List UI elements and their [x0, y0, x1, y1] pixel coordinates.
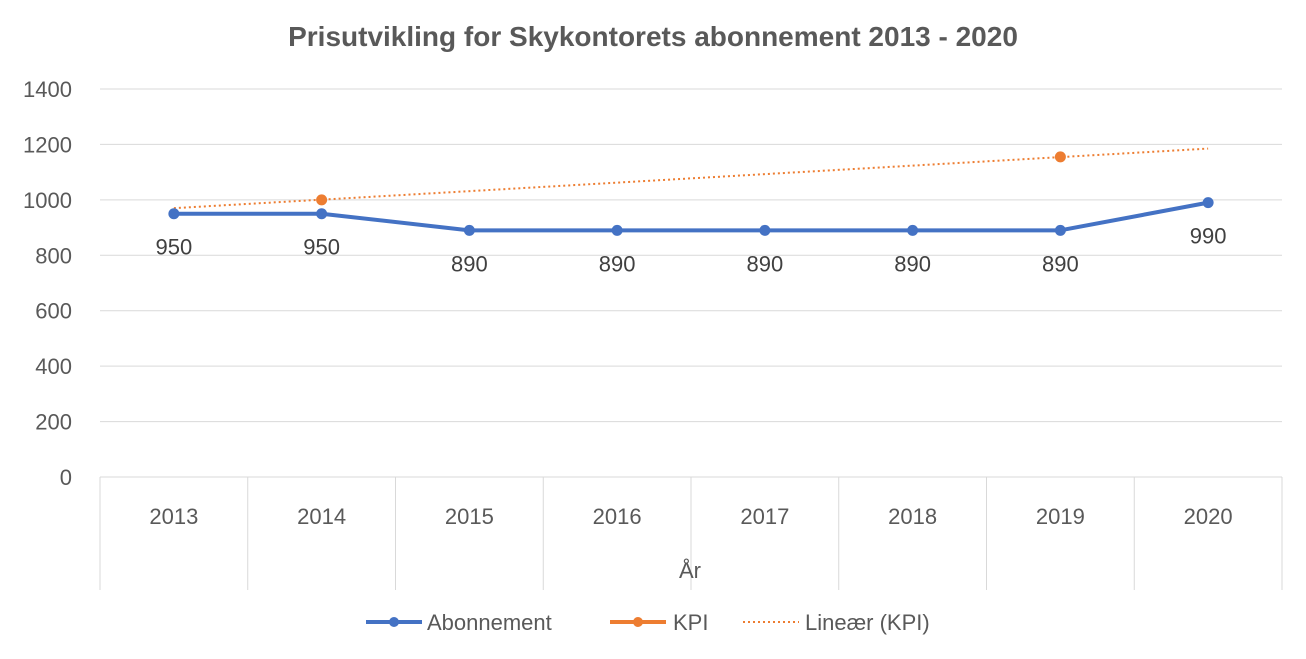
gridlines [100, 88, 1282, 423]
legend-abonnement-label: Abonnement [427, 610, 552, 635]
x-tick-label: 2016 [593, 504, 642, 529]
x-tick-label: 2015 [445, 504, 494, 529]
data-label: 890 [451, 251, 488, 276]
data-point-kpi [316, 194, 328, 206]
data-label: 950 [156, 235, 193, 260]
trendline [173, 147, 1209, 210]
data-point-abonnement [907, 224, 919, 236]
x-axis-title: År [679, 558, 701, 583]
kpi-trendline [173, 147, 1209, 210]
series-line-abonnement [173, 200, 1209, 233]
y-tick-label: 1400 [23, 77, 72, 102]
x-tick-label: 2013 [149, 504, 198, 529]
data-label: 890 [747, 251, 784, 276]
x-tick-label: 2018 [888, 504, 937, 529]
data-point-abonnement [1054, 224, 1066, 236]
x-tick-label: 2017 [740, 504, 789, 529]
legend-trendline-label: Lineær (KPI) [805, 610, 930, 635]
y-tick-label: 1000 [23, 188, 72, 213]
x-tick-label: 2019 [1036, 504, 1085, 529]
data-point-abonnement [759, 224, 771, 236]
data-point-abonnement [168, 208, 180, 220]
legend: Abonnement KPI Lineær (KPI) [366, 610, 930, 635]
legend-kpi-label: KPI [673, 610, 708, 635]
data-label: 950 [303, 235, 340, 260]
data-label: 890 [894, 251, 931, 276]
series-layer [168, 151, 1214, 236]
y-tick-label: 400 [35, 354, 72, 379]
legend-abonnement-marker [389, 617, 399, 627]
legend-kpi-marker [633, 617, 643, 627]
data-label: 890 [1042, 251, 1079, 276]
data-label: 990 [1190, 224, 1227, 249]
y-tick-label: 1200 [23, 132, 72, 157]
y-axis-ticks: 0 200 400 600 800 1000 1200 1400 [23, 77, 72, 490]
data-point-abonnement [1202, 197, 1214, 209]
y-tick-label: 200 [35, 410, 72, 435]
data-point-kpi [1054, 151, 1066, 163]
data-labels: 950 950 890 890 890 890 890 990 [156, 224, 1227, 277]
x-axis: 2013 2014 2015 2016 2017 2018 2019 2020 [99, 476, 1283, 590]
data-label: 890 [599, 251, 636, 276]
y-tick-label: 800 [35, 243, 72, 268]
data-point-abonnement [463, 224, 475, 236]
chart-title: Prisutvikling for Skykontorets abonnemen… [288, 21, 1018, 52]
data-point-abonnement [611, 224, 623, 236]
y-tick-label: 600 [35, 299, 72, 324]
y-tick-label: 0 [60, 465, 72, 490]
data-point-abonnement [316, 208, 328, 220]
x-tick-label: 2020 [1184, 504, 1233, 529]
x-tick-label: 2014 [297, 504, 346, 529]
